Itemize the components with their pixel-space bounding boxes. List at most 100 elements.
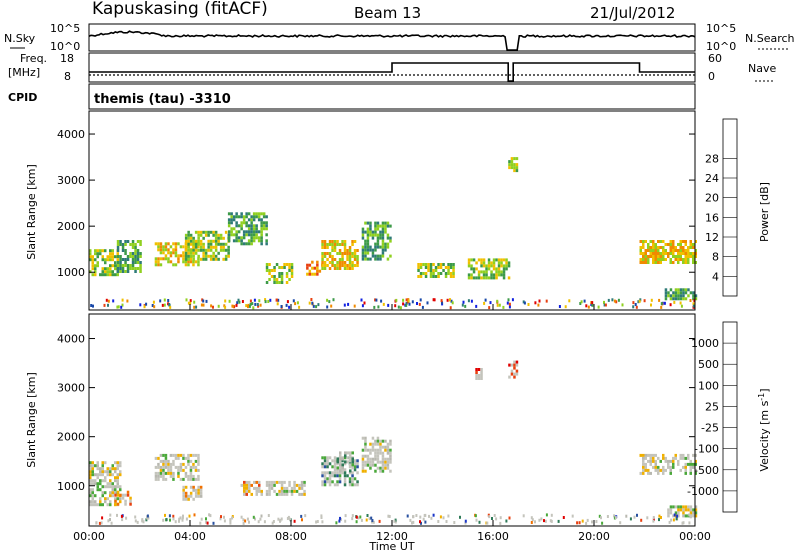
echo-cell <box>344 451 347 455</box>
echo-cell <box>477 374 481 377</box>
echo-cell <box>323 240 327 243</box>
echo-cell <box>106 273 109 277</box>
echo-cell <box>669 505 673 509</box>
echo-cell <box>411 300 414 304</box>
echo-cell <box>369 448 372 452</box>
echo-cell <box>672 505 675 509</box>
echo-cell <box>177 260 180 264</box>
echo-cell <box>269 298 272 302</box>
echo-cell <box>682 465 685 469</box>
freq-series <box>89 62 695 82</box>
echo-cell <box>240 227 243 231</box>
echo-cell <box>89 270 92 274</box>
echo-cell <box>189 471 193 475</box>
echo-cell <box>200 303 203 307</box>
echo-cell <box>152 300 155 304</box>
echo-cell <box>187 260 190 264</box>
echo-cell <box>333 459 337 463</box>
echo-cell <box>270 269 274 272</box>
echo-cell <box>351 480 354 484</box>
echo-cell <box>381 245 385 249</box>
echo-cell <box>311 272 314 276</box>
echo-cell <box>652 453 655 457</box>
echo-cell <box>649 240 652 243</box>
echo-cell <box>381 242 385 246</box>
echo-cell <box>674 456 677 460</box>
echo-cell <box>204 230 208 234</box>
echo-cell <box>591 303 594 307</box>
echo-cell <box>121 298 124 302</box>
y-tick-label: 3000 <box>57 382 85 395</box>
echo-cell <box>326 477 329 481</box>
echo-cell <box>99 503 102 507</box>
echo-cell <box>134 246 137 249</box>
echo-cell <box>116 513 118 517</box>
echo-cell <box>591 301 594 305</box>
echo-cell <box>312 304 315 308</box>
echo-cell <box>214 254 218 258</box>
echo-cell <box>513 372 516 376</box>
echo-cell <box>364 463 367 467</box>
echo-cell <box>197 462 200 466</box>
echo-cell <box>374 439 377 443</box>
echo-cell <box>162 474 165 478</box>
echo-cell <box>477 276 481 280</box>
echo-cell <box>290 275 294 278</box>
echo-cell <box>139 267 142 270</box>
echo-cell <box>386 442 390 446</box>
echo-cell <box>89 255 92 259</box>
echo-cell <box>227 221 231 225</box>
echo-cell <box>667 243 670 246</box>
echo-cell <box>131 246 135 249</box>
echo-cell <box>231 304 234 308</box>
echo-cell <box>349 463 352 467</box>
echo-cell <box>323 483 327 487</box>
echo-cell <box>475 368 478 371</box>
echo-cell <box>364 242 367 246</box>
echo-cell <box>194 230 198 234</box>
echo-cell <box>164 462 168 466</box>
echo-cell <box>134 270 137 273</box>
echo-cell <box>381 457 385 461</box>
echo-cell <box>591 520 593 524</box>
echo-cell <box>679 252 682 255</box>
echo-cell <box>164 477 168 481</box>
echo-cell <box>677 249 680 252</box>
echo-cell <box>279 518 282 522</box>
echo-cell <box>189 299 192 303</box>
echo-cell <box>257 230 261 234</box>
echo-cell <box>487 264 491 268</box>
echo-cell <box>343 456 347 460</box>
echo-cell <box>376 457 380 461</box>
echo-cell <box>280 275 284 278</box>
echo-cell <box>119 258 122 261</box>
echo-cell <box>321 264 324 267</box>
echo-cell <box>348 267 352 270</box>
echo-cell <box>96 264 99 268</box>
echo-cell <box>280 272 284 275</box>
echo-cell <box>280 489 284 493</box>
echo-cell <box>235 224 238 228</box>
echo-cell <box>338 474 342 478</box>
echo-cell <box>644 462 647 466</box>
echo-cell <box>374 451 377 455</box>
echo-cell <box>364 245 367 249</box>
echo-cell <box>684 249 687 252</box>
echo-cell <box>109 470 112 474</box>
echo-cell <box>164 453 168 457</box>
echo-cell <box>214 239 218 243</box>
echo-cell <box>207 245 210 249</box>
echo-cell <box>184 474 188 478</box>
echo-cell <box>384 224 387 228</box>
echo-cell <box>179 465 183 469</box>
echo-cell <box>353 459 357 463</box>
echo-cell <box>111 464 114 468</box>
echo-cell <box>657 468 660 472</box>
echo-cell <box>101 267 104 271</box>
echo-cell <box>199 239 203 243</box>
echo-cell <box>265 239 268 243</box>
echo-cell <box>323 243 327 246</box>
echo-cell <box>674 246 677 249</box>
echo-cell <box>351 517 354 521</box>
echo-cell <box>116 473 119 477</box>
